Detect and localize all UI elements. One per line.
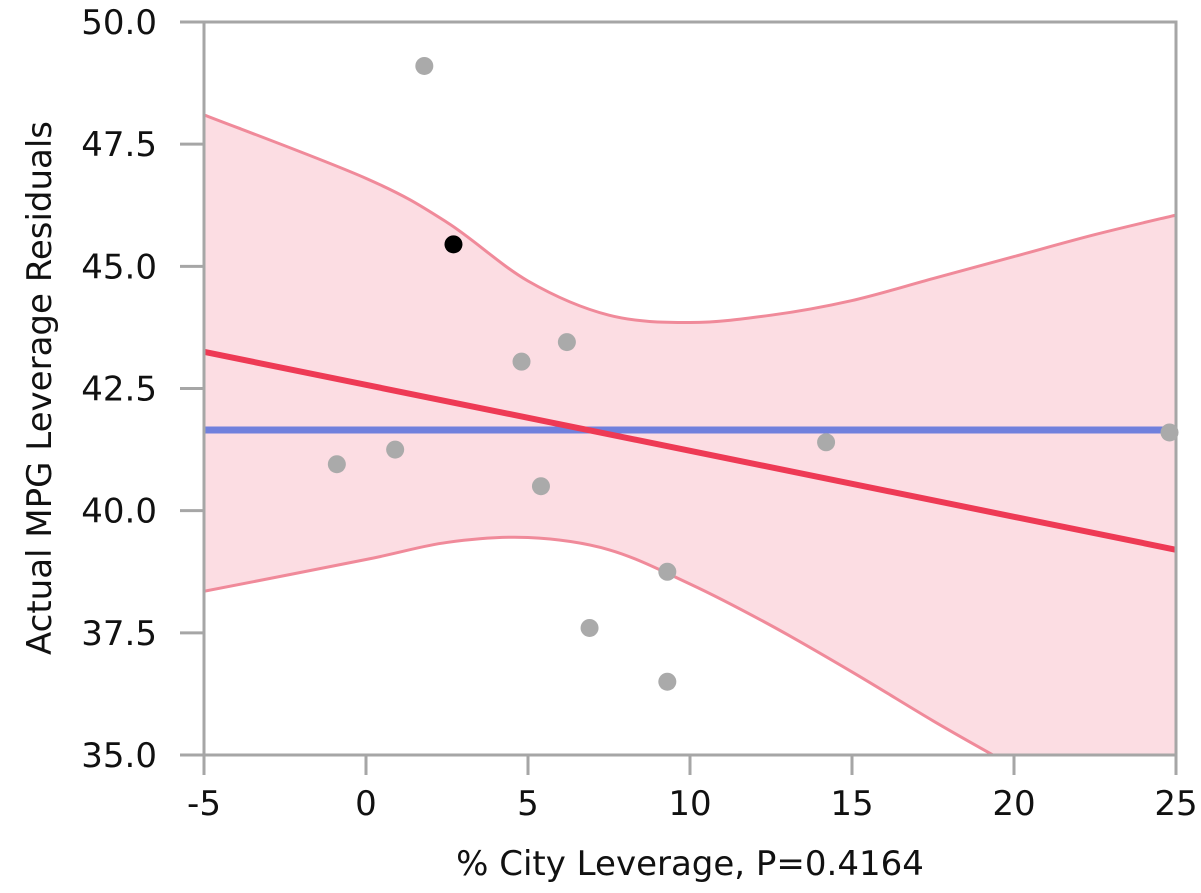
- y-tick-label: 35.0: [81, 736, 157, 776]
- data-point: [658, 672, 677, 691]
- data-point: [1160, 423, 1179, 442]
- data-point: [817, 433, 836, 452]
- data-point: [327, 455, 346, 474]
- y-axis-title: Actual MPG Leverage Residuals: [20, 121, 60, 655]
- data-points: [327, 56, 1179, 691]
- y-tick-label: 42.5: [81, 370, 157, 410]
- data-point: [512, 352, 531, 371]
- x-tick-label: 25: [1154, 784, 1197, 824]
- confidence-band: [204, 113, 1176, 755]
- confidence-band-upper: [204, 113, 1176, 325]
- data-point: [580, 618, 599, 637]
- confidence-band-fill: [204, 114, 1176, 755]
- x-axis-title: % City Leverage, P=0.4164: [456, 844, 924, 884]
- x-tick-label: -5: [187, 784, 221, 824]
- x-tick-label: 0: [355, 784, 377, 824]
- data-point: [658, 562, 677, 581]
- y-tick-label: 45.0: [81, 247, 157, 287]
- x-tick-label: 20: [992, 784, 1035, 824]
- y-axis-ticks: 35.0 37.5 40.0 42.5 45.0 47.5 50.0: [81, 3, 204, 776]
- y-tick-label: 47.5: [81, 125, 157, 165]
- x-tick-label: 10: [668, 784, 711, 824]
- y-tick-label: 40.0: [81, 492, 157, 532]
- confidence-band-lower: [204, 535, 994, 755]
- fit-line: [204, 348, 1176, 553]
- data-point-highlighted: [444, 235, 463, 254]
- data-point: [386, 440, 405, 459]
- x-tick-label: 15: [830, 784, 873, 824]
- y-tick-label: 50.0: [81, 3, 157, 43]
- data-point: [557, 333, 576, 352]
- regression-lines: [204, 348, 1176, 553]
- data-point: [531, 477, 550, 496]
- x-tick-label: 5: [517, 784, 539, 824]
- x-axis-ticks: -5 0 5 10 15 20 25: [187, 755, 1198, 824]
- data-point: [415, 56, 434, 75]
- y-tick-label: 37.5: [81, 614, 157, 654]
